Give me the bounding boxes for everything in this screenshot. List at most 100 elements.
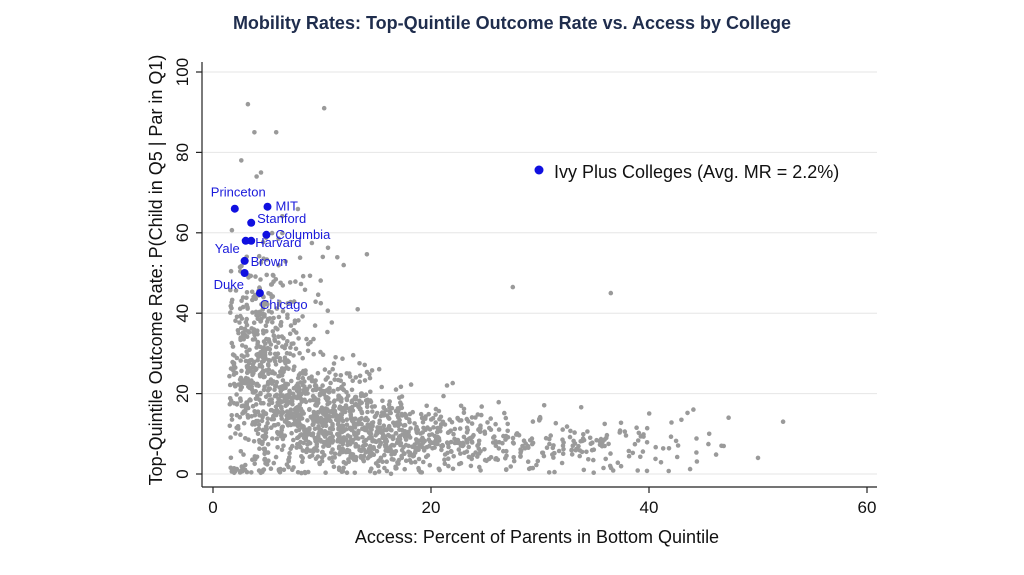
data-point-1430 — [404, 433, 410, 439]
data-point-1679 — [618, 420, 624, 426]
data-point-389 — [320, 383, 325, 388]
data-point-782 — [344, 422, 350, 428]
data-point-216 — [296, 318, 301, 323]
data-point-1184 — [444, 440, 450, 445]
data-point-78 — [305, 348, 311, 354]
data-point-730 — [398, 384, 404, 390]
data-point-711 — [294, 445, 300, 450]
data-point-530 — [293, 346, 299, 352]
data-point-925 — [267, 397, 272, 403]
data-point-1013 — [244, 402, 250, 408]
data-point-1011 — [313, 402, 318, 408]
data-point-687 — [297, 387, 302, 392]
x-tick-label-20: 20 — [422, 498, 441, 517]
data-point-1483 — [479, 412, 484, 418]
data-point-1119 — [376, 463, 381, 469]
data-point-1046 — [458, 403, 464, 409]
data-point-1338 — [271, 460, 277, 466]
data-point-495 — [228, 455, 234, 461]
data-point-186 — [238, 337, 243, 343]
data-point-972 — [408, 382, 414, 387]
data-point-1756 — [309, 240, 315, 246]
data-point-1259 — [365, 417, 370, 423]
data-point-1699 — [675, 443, 681, 448]
data-point-1556 — [356, 436, 361, 441]
data-point-1131 — [382, 452, 387, 458]
data-point-1594 — [548, 433, 553, 438]
data-point-1375 — [435, 425, 440, 431]
data-point-1200 — [347, 425, 353, 431]
data-point-1719 — [594, 437, 599, 443]
data-point-386 — [331, 464, 337, 470]
data-point-53 — [265, 442, 271, 447]
data-point-163 — [291, 299, 297, 304]
data-point-1793 — [325, 308, 331, 314]
data-point-1681 — [520, 443, 525, 449]
data-point-1216 — [441, 393, 446, 399]
data-point-1586 — [560, 451, 566, 457]
data-point-1081 — [345, 433, 351, 438]
data-point-1723 — [694, 459, 700, 464]
data-point-1044 — [407, 411, 413, 417]
data-point-1335 — [433, 420, 439, 425]
data-point-337 — [291, 328, 297, 333]
data-point-1440 — [305, 432, 311, 437]
college-label-harvard: Harvard — [255, 235, 301, 250]
data-point-1774 — [341, 262, 347, 268]
data-point-1120 — [442, 457, 447, 463]
data-point-1273 — [461, 406, 467, 412]
data-point-1844 — [239, 158, 244, 163]
data-point-1208 — [429, 432, 435, 437]
data-point-133 — [268, 342, 274, 347]
data-point-1763 — [265, 302, 270, 307]
data-point-573 — [266, 357, 272, 363]
data-point-1286 — [370, 409, 375, 414]
data-point-1754 — [283, 259, 288, 264]
data-point-1542 — [535, 458, 541, 464]
data-point-935 — [349, 387, 355, 393]
data-point-559 — [318, 349, 323, 355]
data-point-1694 — [640, 449, 646, 454]
data-point-1650 — [365, 449, 371, 454]
data-point-1771 — [238, 313, 243, 319]
data-point-1733 — [626, 453, 632, 459]
data-point-933 — [269, 416, 275, 422]
data-point-1738 — [493, 439, 499, 444]
data-point-1403 — [403, 413, 409, 419]
data-point-786 — [245, 365, 250, 370]
data-point-1758 — [280, 283, 286, 288]
data-point-1498 — [644, 425, 650, 431]
data-point-1354 — [464, 430, 470, 435]
data-point-239 — [244, 316, 249, 322]
data-point-965 — [282, 358, 287, 364]
data-point-1569 — [534, 462, 539, 468]
data-point-1446 — [389, 434, 395, 440]
data-point-1070 — [348, 411, 354, 417]
data-point-1548 — [646, 411, 652, 416]
data-point-318 — [270, 320, 275, 325]
data-point-334 — [232, 353, 237, 358]
data-point-1398 — [318, 439, 324, 444]
data-point-1614 — [518, 453, 523, 459]
data-point-307 — [292, 364, 297, 370]
data-point-799 — [344, 397, 350, 403]
data-point-1695 — [660, 446, 666, 451]
data-point-1641 — [519, 448, 524, 453]
ivy-point-harvard — [247, 236, 256, 245]
data-point-1626 — [446, 429, 452, 435]
data-point-103 — [278, 319, 284, 325]
ivy-point-mit — [263, 202, 272, 211]
data-point-1660 — [418, 411, 424, 417]
data-point-1808 — [323, 470, 328, 476]
data-point-1611 — [353, 454, 359, 460]
data-point-1616 — [475, 443, 480, 449]
data-point-1566 — [586, 457, 591, 462]
data-point-1364 — [461, 410, 467, 416]
data-point-1134 — [438, 414, 444, 420]
data-point-1685 — [713, 452, 719, 457]
data-point-1662 — [437, 467, 442, 473]
data-point-970 — [286, 415, 292, 421]
data-point-367 — [239, 353, 245, 358]
data-point-1727 — [551, 455, 556, 460]
data-point-951 — [234, 401, 240, 406]
